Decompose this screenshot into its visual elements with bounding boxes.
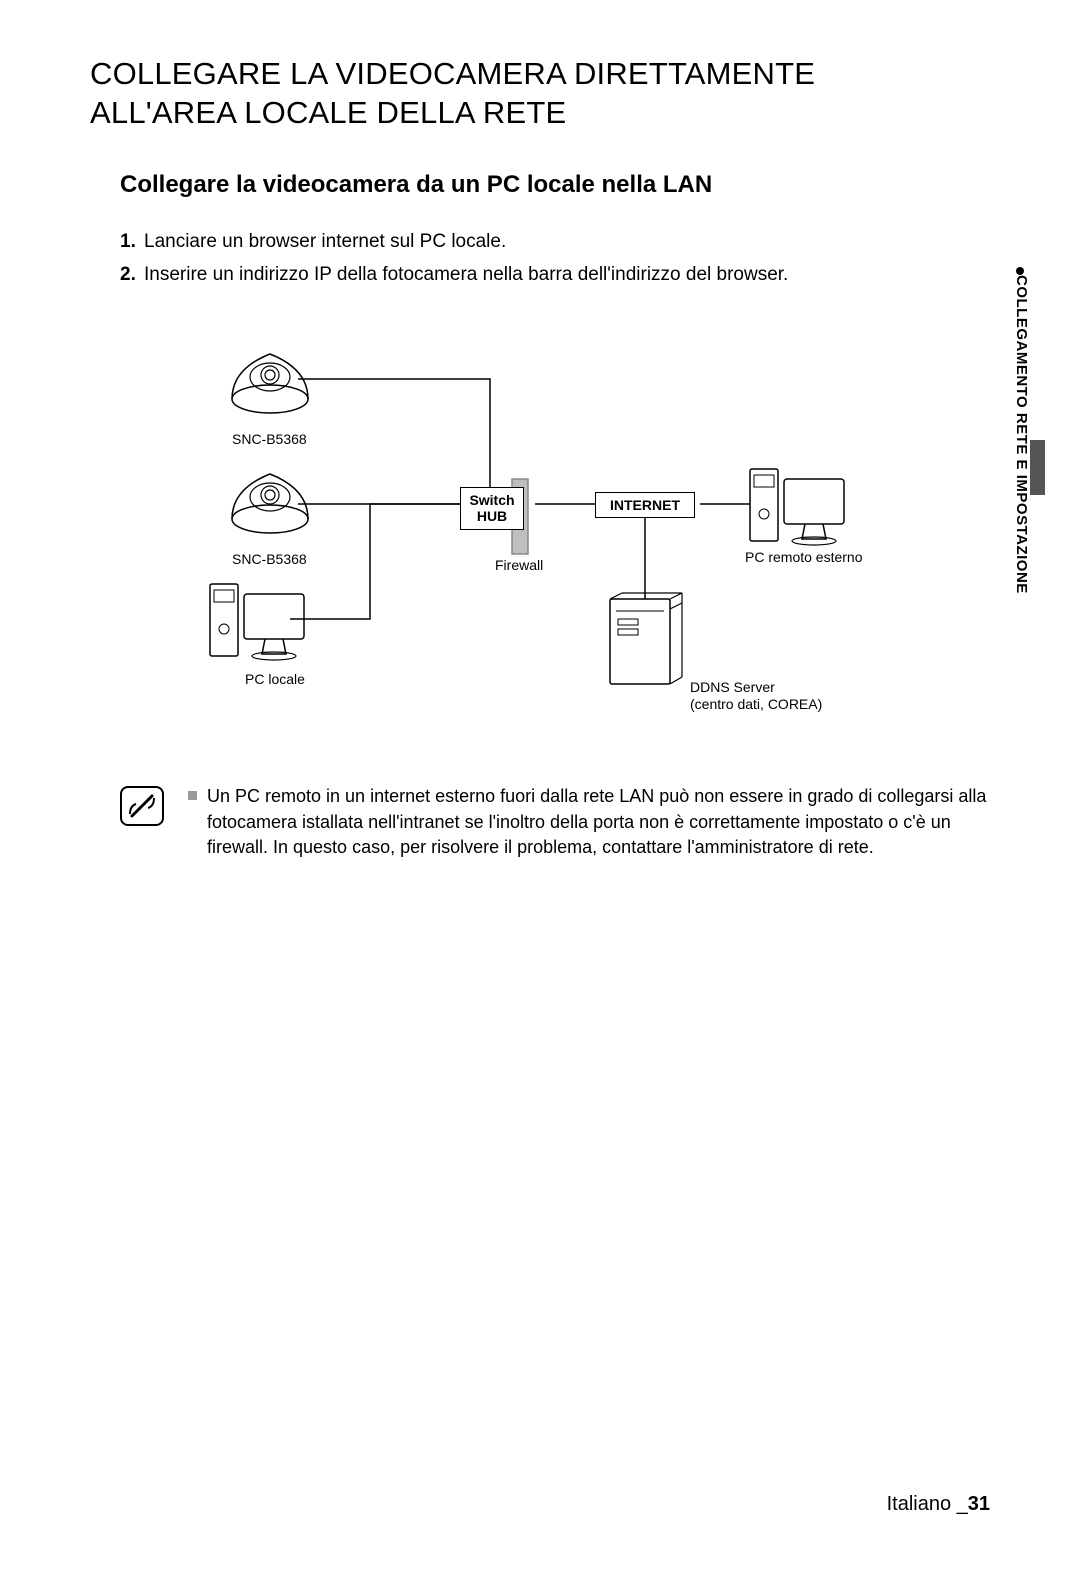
- side-index-bar: [1030, 440, 1045, 495]
- page-footer: Italiano _31: [887, 1493, 990, 1516]
- note-text: Un PC remoto in un internet esterno fuor…: [188, 784, 990, 860]
- steps-list: 1. Lanciare un browser internet sul PC l…: [120, 227, 990, 290]
- section-side-tab: COLLEGAMENTO RETE E IMPOSTAZIONE: [1013, 267, 1030, 602]
- title-line1: COLLEGARE LA VIDEOCAMERA DIRETTAMENTE: [90, 56, 815, 91]
- step-number: 2.: [120, 260, 144, 289]
- diagram-svg: [190, 339, 910, 719]
- bullet-icon: [188, 791, 197, 800]
- step-text: Inserire un indirizzo IP della fotocamer…: [144, 260, 788, 289]
- switch-hub-box: Switch HUB: [460, 487, 524, 529]
- note-block: Un PC remoto in un internet esterno fuor…: [120, 784, 990, 860]
- remote-pc-icon: [750, 469, 844, 545]
- camera-icon: [232, 354, 308, 413]
- local-pc-icon: [210, 584, 304, 660]
- page-title: COLLEGARE LA VIDEOCAMERA DIRETTAMENTE AL…: [90, 55, 990, 133]
- note-body: Un PC remoto in un internet esterno fuor…: [207, 784, 990, 860]
- camera1-label: SNC-B5368: [232, 431, 307, 448]
- step-number: 1.: [120, 227, 144, 256]
- note-icon: [120, 786, 164, 826]
- ddns-label: DDNS Server (centro dati, COREA): [690, 679, 822, 713]
- list-item: 2. Inserire un indirizzo IP della fotoca…: [120, 260, 990, 289]
- footer-language: Italiano _: [887, 1493, 968, 1515]
- footer-page-number: 31: [968, 1493, 990, 1515]
- camera2-label: SNC-B5368: [232, 551, 307, 568]
- local-pc-label: PC locale: [245, 671, 305, 688]
- remote-pc-label: PC remoto esterno: [745, 549, 863, 566]
- list-item: 1. Lanciare un browser internet sul PC l…: [120, 227, 990, 256]
- network-diagram: SNC-B5368 SNC-B5368 PC locale PC remoto …: [190, 339, 910, 719]
- firewall-label: Firewall: [495, 557, 543, 574]
- side-tab-bullet-icon: [1016, 267, 1024, 275]
- side-tab-text: COLLEGAMENTO RETE E IMPOSTAZIONE: [1013, 275, 1030, 594]
- step-text: Lanciare un browser internet sul PC loca…: [144, 227, 506, 256]
- internet-box: INTERNET: [595, 492, 695, 518]
- camera-icon: [232, 474, 308, 533]
- title-line2: ALL'AREA LOCALE DELLA RETE: [90, 95, 566, 130]
- subtitle: Collegare la videocamera da un PC locale…: [120, 171, 990, 199]
- server-icon: [610, 593, 682, 684]
